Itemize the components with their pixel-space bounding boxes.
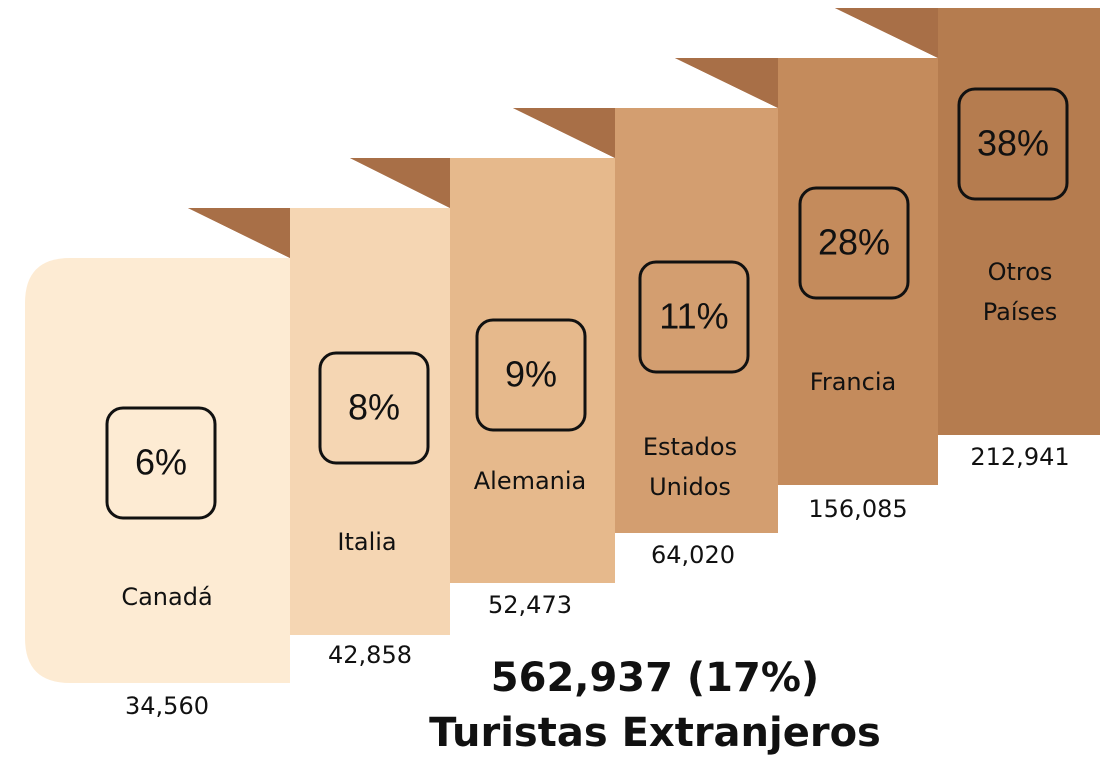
total: 562,937 (17%) xyxy=(491,655,819,701)
percent-box xyxy=(475,318,587,432)
percent: 28% xyxy=(818,222,890,263)
panel xyxy=(615,108,778,533)
percent-box xyxy=(957,87,1069,201)
percent-box xyxy=(798,186,910,300)
tourist-count: 156,085 xyxy=(808,495,907,523)
country-name: Unidos xyxy=(649,473,731,501)
percent: 8% xyxy=(348,387,400,428)
panel xyxy=(290,208,450,635)
panel-fold-shade xyxy=(835,8,938,58)
tourist-count: 34,560 xyxy=(125,692,209,720)
tourist-count: 212,941 xyxy=(970,443,1069,471)
tourist-count: 42,858 xyxy=(328,641,412,669)
country-name: Alemania xyxy=(474,467,587,495)
panel xyxy=(25,258,290,683)
percent: 6% xyxy=(135,442,187,483)
percent-box xyxy=(105,406,217,520)
panel-fold-shade xyxy=(675,58,778,108)
tourist-count: 64,020 xyxy=(651,541,735,569)
panel-fold-shade xyxy=(513,108,615,158)
percent: 9% xyxy=(505,354,557,395)
tourist-count: 52,473 xyxy=(488,591,572,619)
country-name: Estados xyxy=(643,433,737,461)
panel-fold-shade xyxy=(350,158,450,208)
panel-fold-shade xyxy=(188,208,290,258)
panel xyxy=(778,58,938,485)
percent-box xyxy=(318,351,430,465)
country-name: Francia xyxy=(810,368,896,396)
country-name: Italia xyxy=(337,528,396,556)
caption: Turistas Extranjeros xyxy=(429,710,881,756)
percent: 38% xyxy=(977,123,1049,164)
country-name: Otros xyxy=(988,258,1053,286)
panel xyxy=(938,8,1100,435)
percent-box xyxy=(638,260,750,374)
country-name: Canadá xyxy=(121,583,212,611)
percent: 11% xyxy=(659,296,728,337)
country-name: Países xyxy=(983,298,1058,326)
